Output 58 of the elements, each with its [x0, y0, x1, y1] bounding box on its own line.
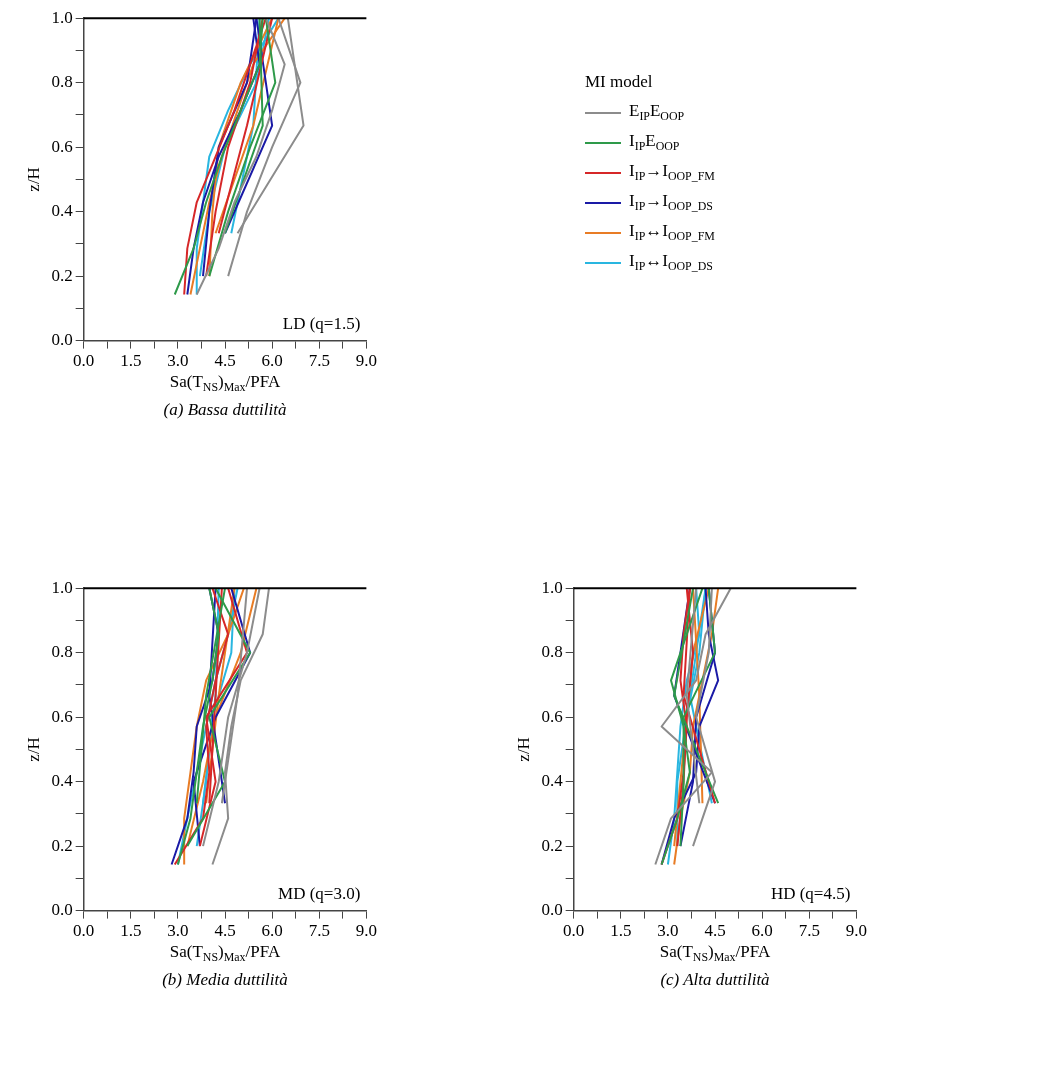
y-tick-label: 0.6: [51, 706, 73, 726]
legend-label: I$_{IP}$↔I$_{OOP_FM}$: [629, 221, 715, 245]
x-tick-label: 6.0: [261, 921, 283, 941]
x-tick-label: 9.0: [845, 921, 867, 941]
y-axis-title: z/H: [23, 167, 43, 192]
y-axis-title: z/H: [23, 737, 43, 762]
x-tick-label: 4.5: [214, 351, 236, 371]
y-axis-title: z/H: [513, 737, 533, 762]
y-tick-label: 0.8: [541, 642, 563, 662]
x-axis-title: Sa(T$_{NS}$)$_{Max}$/PFA: [169, 372, 281, 396]
y-tick-label: 0.8: [51, 642, 73, 662]
x-tick-label: 7.5: [308, 351, 330, 371]
y-tick-label: 1.0: [51, 577, 73, 597]
y-tick-label: 1.0: [541, 577, 563, 597]
legend-label: I$_{IP}$→I$_{OOP_FM}$: [629, 161, 715, 185]
x-tick-label: 4.5: [214, 921, 236, 941]
y-tick-label: 0.4: [51, 771, 74, 791]
y-tick-label: 1.0: [51, 7, 73, 27]
y-tick-label: 0.2: [51, 265, 73, 285]
y-tick-label: 0.0: [51, 330, 73, 350]
legend-label: E$_{IP}$E$_{OOP}$: [629, 101, 685, 125]
x-tick-label: 0.0: [563, 921, 585, 941]
annotation: HD (q=4.5): [770, 883, 851, 903]
y-tick-label: 0.2: [51, 835, 73, 855]
text: (b) Media duttilità: [162, 970, 288, 990]
x-axis-title: Sa(T$_{NS}$)$_{Max}$/PFA: [169, 942, 281, 966]
x-axis-title: Sa(T$_{NS}$)$_{Max}$/PFA: [659, 942, 771, 966]
legend-label: I$_{IP}$→I$_{OOP_DS}$: [629, 191, 713, 215]
x-tick-label: 6.0: [261, 351, 283, 371]
annotation: LD (q=1.5): [282, 313, 361, 333]
x-tick-label: 1.5: [610, 921, 632, 941]
y-tick-label: 0.8: [51, 72, 73, 92]
y-tick-label: 0.0: [51, 900, 73, 920]
legend-label: I$_{IP}$↔I$_{OOP_DS}$: [629, 251, 713, 275]
y-tick-label: 0.6: [51, 136, 73, 156]
x-tick-label: 9.0: [355, 921, 377, 941]
y-tick-label: 0.0: [541, 900, 563, 920]
x-tick-label: 9.0: [355, 351, 377, 371]
x-tick-label: 4.5: [704, 921, 726, 941]
y-tick-label: 0.4: [541, 771, 564, 791]
x-tick-label: 3.0: [167, 351, 189, 371]
annotation: MD (q=3.0): [278, 883, 361, 903]
text: (a) Bassa duttilità: [163, 400, 287, 420]
x-tick-label: 7.5: [308, 921, 330, 941]
y-tick-label: 0.6: [541, 706, 563, 726]
x-tick-label: 0.0: [73, 921, 95, 941]
legend-title: MI model: [585, 72, 654, 93]
x-tick-label: 3.0: [167, 921, 189, 941]
x-tick-label: 0.0: [73, 351, 95, 371]
y-tick-label: 0.4: [51, 201, 74, 221]
y-tick-label: 0.2: [541, 835, 563, 855]
text: (c) Alta duttilità: [660, 970, 770, 990]
x-tick-label: 7.5: [798, 921, 820, 941]
legend-label: I$_{IP}$E$_{OOP}$: [629, 131, 680, 155]
x-tick-label: 1.5: [120, 921, 142, 941]
x-tick-label: 3.0: [657, 921, 679, 941]
x-tick-label: 6.0: [751, 921, 773, 941]
x-tick-label: 1.5: [120, 351, 142, 371]
